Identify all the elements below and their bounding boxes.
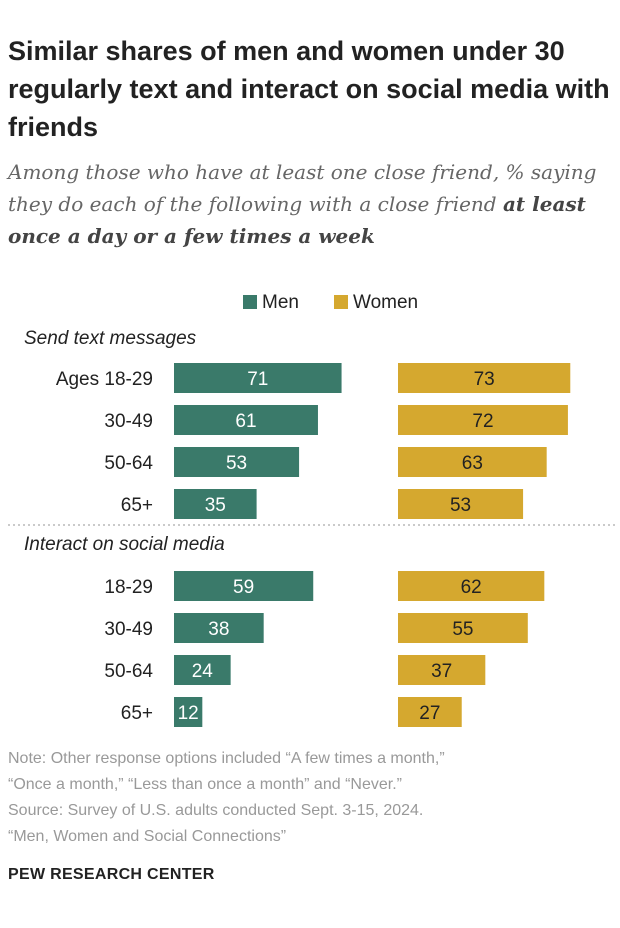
subtitle-emphasis: at least once a day or a few times a wee… — [8, 192, 586, 248]
chart-title: Similar shares of men and women under 30… — [8, 36, 610, 142]
bar-women — [398, 571, 545, 601]
legend-swatch-women — [334, 295, 348, 309]
data-label-men: 24 — [192, 661, 214, 682]
chart-subtitle: Among those who have at least one close … — [8, 156, 612, 252]
bar-women — [398, 613, 528, 643]
subtitle-text: Among those who have at least one close … — [8, 160, 597, 216]
category-label: 30-49 — [104, 619, 153, 640]
note-line-2: “Once a month,” “Less than once a month”… — [8, 776, 402, 793]
legend-label-women: Women — [353, 292, 418, 313]
data-label-men: 59 — [233, 577, 254, 598]
data-label-women: 27 — [419, 703, 440, 724]
data-label-women: 37 — [431, 661, 452, 682]
bar-women — [398, 489, 524, 519]
data-label-men: 71 — [247, 369, 268, 390]
category-label: Ages 18-29 — [56, 369, 153, 390]
bar-men — [174, 405, 318, 435]
data-label-women: 53 — [450, 495, 471, 516]
group-title-1: Send text messages — [24, 328, 197, 349]
note-line-1: Note: Other response options included “A… — [8, 750, 445, 767]
bar-men — [174, 613, 264, 643]
bar-women — [398, 655, 486, 685]
category-label: 50-64 — [104, 453, 153, 474]
data-label-men: 61 — [235, 411, 256, 432]
data-label-men: 35 — [205, 495, 226, 516]
bar-men — [174, 697, 203, 727]
bar-men — [174, 489, 257, 519]
category-label: 18-29 — [104, 577, 153, 598]
category-label: 65+ — [121, 495, 153, 516]
bar-women — [398, 697, 462, 727]
bar-women — [398, 363, 571, 393]
data-label-women: 62 — [461, 577, 482, 598]
source-line-1: Source: Survey of U.S. adults conducted … — [8, 802, 424, 819]
category-label: 65+ — [121, 703, 153, 724]
bar-men — [174, 363, 342, 393]
notes-block: Note: Other response options included “A… — [8, 746, 612, 850]
source-line-2: “Men, Women and Social Connections” — [8, 828, 287, 845]
data-label-men: 53 — [226, 453, 247, 474]
bar-chart: Men Women Send text messages Ages 18-29 71 73… — [8, 292, 616, 727]
category-label: 50-64 — [104, 661, 153, 682]
data-label-women: 72 — [472, 411, 493, 432]
data-label-women: 73 — [474, 369, 495, 390]
bar-women — [398, 447, 547, 477]
group-title-2: Interact on social media — [24, 534, 225, 555]
legend-swatch-men — [243, 295, 257, 309]
data-label-women: 63 — [462, 453, 483, 474]
bar-men — [174, 571, 314, 601]
bar-women — [398, 405, 568, 435]
data-label-men: 38 — [208, 619, 229, 640]
bar-men — [174, 655, 231, 685]
data-label-women: 55 — [452, 619, 473, 640]
bar-men — [174, 447, 300, 477]
category-label: 30-49 — [104, 411, 153, 432]
legend-label-men: Men — [262, 292, 299, 313]
brand-logo-text: PEW RESEARCH CENTER — [8, 866, 215, 883]
data-label-men: 12 — [178, 703, 199, 724]
